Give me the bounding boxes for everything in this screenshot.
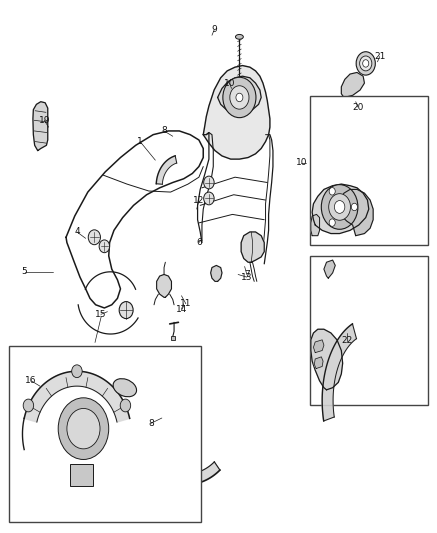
Text: 19: 19 [38, 116, 50, 125]
Circle shape [329, 219, 335, 227]
Polygon shape [313, 340, 324, 353]
Text: 9: 9 [211, 26, 217, 35]
Text: 14: 14 [176, 304, 187, 313]
Circle shape [236, 93, 243, 102]
Circle shape [223, 77, 256, 118]
Text: 10: 10 [295, 158, 307, 167]
Text: 16: 16 [25, 376, 37, 385]
Circle shape [321, 184, 358, 229]
Text: 12: 12 [193, 196, 205, 205]
Polygon shape [311, 214, 319, 236]
FancyBboxPatch shape [310, 96, 427, 245]
Text: 15: 15 [95, 310, 107, 319]
Circle shape [72, 365, 82, 377]
FancyBboxPatch shape [310, 256, 427, 405]
Ellipse shape [236, 35, 243, 39]
Circle shape [329, 188, 335, 195]
Circle shape [67, 408, 100, 449]
Polygon shape [211, 265, 222, 281]
Polygon shape [341, 72, 364, 98]
Circle shape [120, 399, 131, 412]
Circle shape [88, 230, 101, 245]
Polygon shape [241, 232, 264, 262]
Text: 10: 10 [224, 78, 235, 87]
Polygon shape [322, 324, 357, 421]
Circle shape [99, 240, 110, 253]
Text: 21: 21 [374, 52, 385, 61]
Text: 6: 6 [196, 238, 202, 247]
Text: 8: 8 [161, 126, 167, 135]
Text: 7: 7 [244, 270, 250, 279]
FancyBboxPatch shape [69, 464, 94, 486]
Text: 4: 4 [74, 228, 80, 237]
Text: 20: 20 [352, 102, 364, 111]
Polygon shape [218, 76, 261, 114]
Text: 13: 13 [241, 273, 253, 281]
Polygon shape [156, 274, 171, 297]
Circle shape [363, 60, 369, 67]
Circle shape [204, 192, 214, 205]
Circle shape [334, 200, 345, 213]
Circle shape [23, 399, 34, 412]
Text: 1: 1 [137, 137, 143, 146]
Circle shape [356, 52, 375, 75]
Polygon shape [340, 189, 373, 236]
Polygon shape [311, 329, 343, 390]
FancyBboxPatch shape [10, 346, 201, 522]
Polygon shape [24, 372, 130, 422]
Text: 8: 8 [148, 419, 154, 428]
Polygon shape [314, 357, 323, 368]
Polygon shape [203, 66, 270, 159]
Polygon shape [156, 156, 177, 184]
Circle shape [204, 176, 214, 189]
Polygon shape [312, 184, 369, 233]
Polygon shape [33, 102, 48, 151]
Text: 22: 22 [341, 336, 353, 345]
Polygon shape [324, 260, 335, 278]
Ellipse shape [113, 378, 136, 397]
Circle shape [329, 193, 350, 220]
Polygon shape [137, 435, 220, 484]
Text: 11: 11 [180, 299, 191, 308]
Circle shape [351, 203, 357, 211]
Circle shape [119, 302, 133, 319]
Circle shape [360, 56, 372, 71]
Text: 5: 5 [22, 268, 28, 276]
Circle shape [58, 398, 109, 459]
Circle shape [230, 86, 249, 109]
